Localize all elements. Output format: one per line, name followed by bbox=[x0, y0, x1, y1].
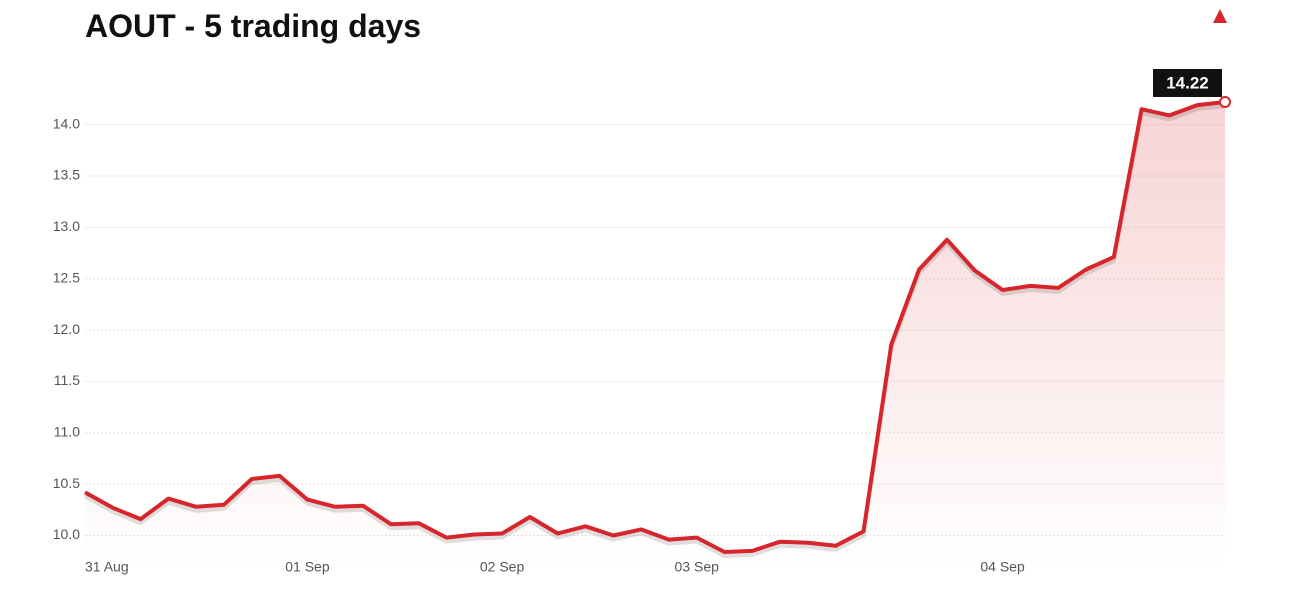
y-tick-label: 11.5 bbox=[54, 372, 80, 388]
y-tick-label: 12.0 bbox=[53, 321, 80, 337]
y-tick-label: 10.5 bbox=[53, 475, 80, 491]
y-tick-label: 10.0 bbox=[53, 526, 80, 542]
last-point bbox=[1219, 96, 1231, 108]
y-tick-label: 11.0 bbox=[54, 424, 80, 440]
line-shadow bbox=[84, 104, 1226, 559]
trend-icon bbox=[1213, 9, 1227, 23]
y-tick-label: 13.0 bbox=[53, 218, 80, 234]
chart-title: AOUT - 5 trading days bbox=[85, 8, 421, 44]
tooltip-label: 14.22 bbox=[1166, 73, 1209, 92]
tooltip-box bbox=[1153, 69, 1222, 97]
line bbox=[84, 100, 1226, 554]
y-tick-label: 12.5 bbox=[53, 269, 80, 285]
y-tick-label: 14.0 bbox=[53, 115, 80, 131]
y-tick-label: 13.5 bbox=[53, 167, 80, 183]
area bbox=[85, 102, 1225, 573]
